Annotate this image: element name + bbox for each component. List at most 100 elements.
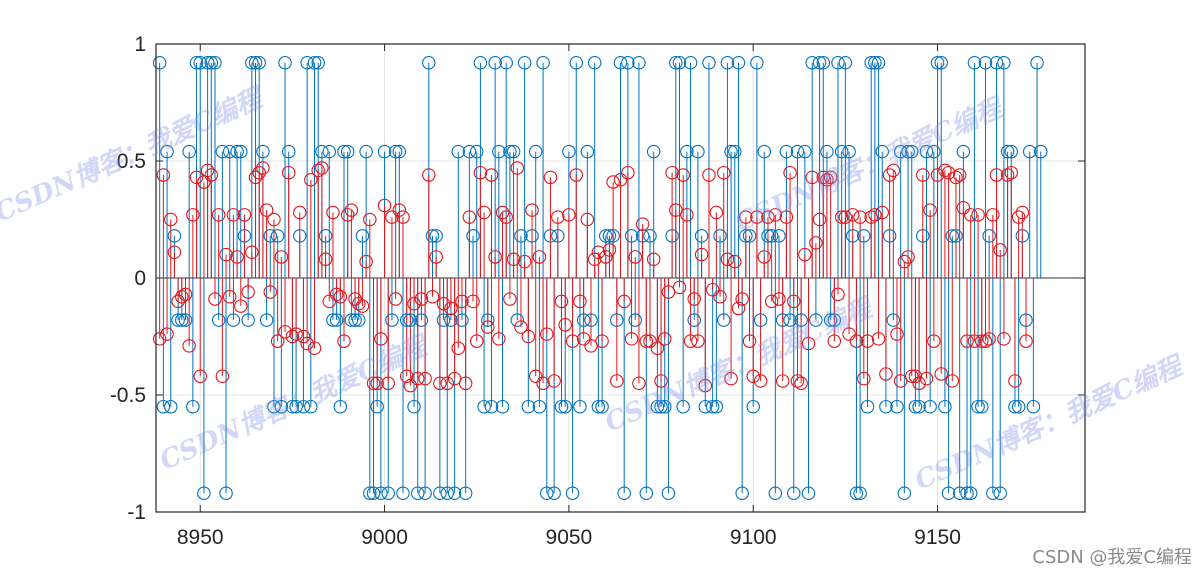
marker-red [370,376,384,391]
marker-red [827,334,842,348]
marker-blue [912,399,926,414]
marker-red [698,378,713,393]
marker-blue [680,144,694,159]
marker-blue [941,486,956,501]
marker-red [702,168,716,182]
marker-blue [783,313,797,327]
marker-blue [1011,399,1026,414]
marker-red [517,254,532,269]
marker-red [960,334,974,348]
marker-red [997,332,1011,346]
marker-red [646,252,661,267]
marker-blue [267,399,281,414]
marker-red [451,341,466,355]
marker-blue [595,399,609,414]
marker-blue [624,229,639,243]
marker-red [787,294,801,309]
marker-red [477,205,491,220]
marker-blue [949,229,963,243]
marker-blue [823,313,838,327]
marker-blue [724,144,738,159]
marker-blue [182,144,196,159]
marker-red [761,210,775,224]
marker-red [304,172,318,187]
marker-blue [871,55,886,70]
marker-blue [399,313,414,327]
marker-red [289,327,303,341]
marker-blue [1022,144,1037,159]
marker-red [739,210,753,224]
marker-blue [197,486,211,501]
marker-blue [503,144,517,159]
marker-red [156,168,171,182]
marker-blue [289,399,303,414]
marker-red [377,198,392,213]
marker-blue [790,144,805,159]
marker-red [551,210,565,224]
marker-blue [392,144,407,159]
marker-blue [245,55,259,70]
footer-credit: CSDN @我爱C编程 [1032,547,1192,568]
marker-blue [960,486,974,501]
marker-red [204,168,219,182]
marker-red [941,165,956,180]
marker-blue [381,486,395,501]
marker-red [982,332,996,346]
marker-blue [193,55,207,70]
marker-red [318,252,333,267]
marker-blue [348,313,362,327]
marker-red [455,294,469,309]
marker-blue [414,313,429,327]
marker-blue [952,486,967,501]
marker-red [716,165,731,180]
marker-blue [775,313,790,327]
marker-red [296,329,311,344]
marker-red [621,165,635,180]
marker-blue [934,55,948,70]
marker-red [237,208,252,222]
marker-blue [845,229,860,243]
marker-blue [669,55,683,70]
marker-blue [750,55,764,70]
marker-blue [997,55,1011,70]
marker-blue [340,144,355,159]
marker-blue [410,486,425,501]
marker-blue [322,144,337,159]
marker-blue [466,229,480,243]
marker-blue [746,399,760,414]
marker-blue [344,313,359,327]
marker-blue [274,399,289,414]
marker-red [639,334,654,348]
series-red-stems [159,168,1027,386]
marker-red [908,369,923,384]
y-tick-label: 0.5 [117,150,146,173]
marker-blue [916,229,930,243]
marker-blue [761,229,775,243]
marker-blue [772,229,786,243]
marker-red [326,205,340,220]
marker-red [963,208,978,222]
marker-blue [908,399,923,414]
marker-blue [868,55,882,70]
marker-red [569,168,584,182]
marker-red [783,165,797,180]
marker-blue [455,313,469,327]
marker-red [543,170,558,185]
marker-red [654,374,668,388]
marker-red [562,208,576,222]
marker-red [374,332,388,346]
marker-red [540,327,554,341]
marker-red [595,334,609,348]
marker-blue [853,486,867,501]
marker-red [816,170,831,185]
marker-blue [355,229,370,243]
marker-red [444,301,458,316]
marker-blue [657,399,672,414]
marker-red [329,287,344,302]
marker-red [528,369,543,384]
marker-red [882,168,897,182]
marker-red [333,289,348,304]
marker-blue [211,313,226,327]
series-red-markers [152,161,1033,393]
marker-red [473,165,488,180]
